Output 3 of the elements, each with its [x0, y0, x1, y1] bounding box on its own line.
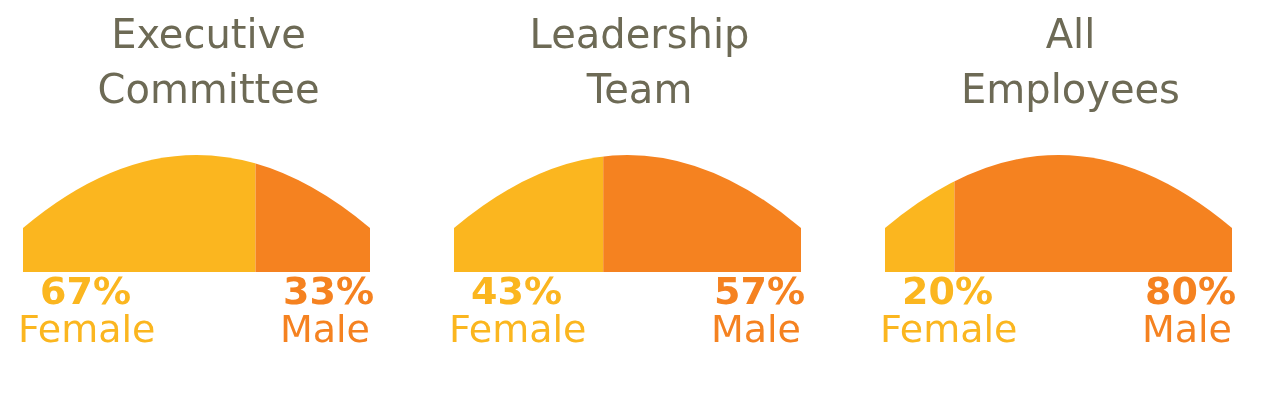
chart-title: All Employees: [961, 11, 1180, 112]
chart-title: Leadership Team: [529, 11, 750, 112]
chart-title: Executive Committee: [97, 11, 320, 112]
